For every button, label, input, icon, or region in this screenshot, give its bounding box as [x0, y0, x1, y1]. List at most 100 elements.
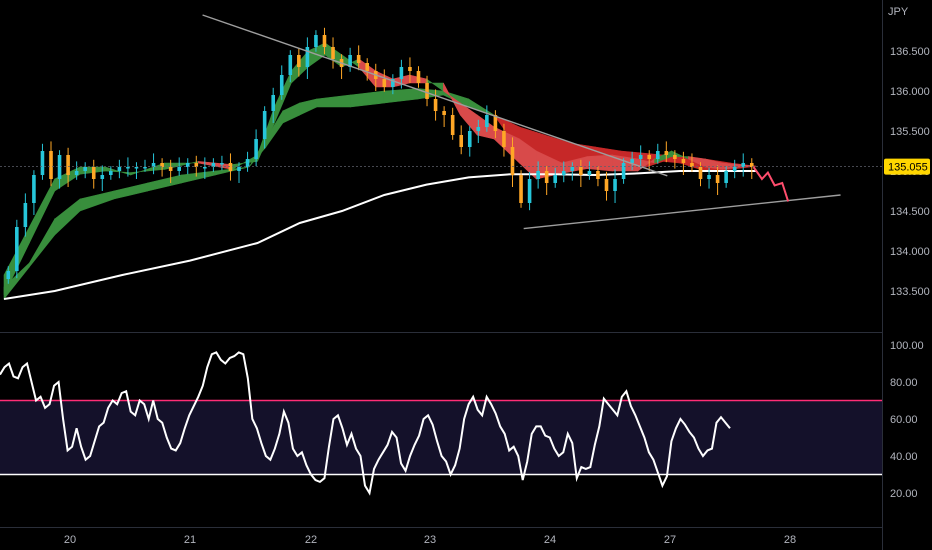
- candle-body: [40, 151, 45, 175]
- candle-body: [673, 155, 677, 159]
- candle-body: [459, 135, 464, 147]
- candle-body: [177, 167, 181, 171]
- candle-body: [305, 47, 310, 67]
- candle-body: [450, 115, 455, 135]
- rsi-band-fill: [0, 400, 882, 475]
- candle-body: [100, 175, 105, 179]
- candle-body: [570, 167, 575, 171]
- candle-body: [621, 163, 626, 179]
- candle-body: [467, 131, 472, 147]
- slow-ema-ribbon-segment: [316, 94, 351, 108]
- candle-body: [203, 167, 207, 169]
- candle-body: [433, 99, 438, 111]
- time-tick-label: 22: [305, 534, 317, 546]
- candle-body: [476, 127, 481, 131]
- rsi-line: [0, 351, 731, 496]
- price-tick-label: 136.500: [890, 46, 930, 58]
- candle-body: [698, 167, 703, 179]
- candle-body: [279, 75, 284, 95]
- price-tick-label: 134.000: [890, 246, 930, 258]
- currency-label: JPY: [888, 6, 909, 18]
- time-tick-label: 28: [784, 534, 796, 546]
- candle-body: [228, 163, 233, 171]
- candle-body: [399, 67, 404, 79]
- price-tick-label: 133.500: [890, 286, 930, 298]
- time-tick-label: 23: [424, 534, 436, 546]
- candle-body: [109, 171, 113, 175]
- candle-body: [143, 167, 147, 169]
- candle-body: [117, 167, 122, 171]
- slow-ema-ribbon-segment: [299, 98, 317, 116]
- candle-body: [220, 163, 224, 165]
- slow-ema-ribbon-segment: [79, 190, 115, 212]
- long-ema-line: [3, 170, 757, 300]
- candle-body: [297, 55, 301, 67]
- candle-body: [527, 179, 532, 203]
- candle-body: [587, 171, 592, 175]
- candle-body: [254, 139, 258, 159]
- last-price-label: 135.055: [888, 162, 928, 174]
- candle-body: [83, 167, 87, 171]
- rsi-tick-label: 60.00: [890, 414, 918, 426]
- time-tick-label: 20: [64, 534, 76, 546]
- candle-body: [91, 167, 96, 179]
- candle-body: [416, 71, 421, 83]
- candle-body: [715, 175, 720, 183]
- price-tick-label: 135.500: [890, 126, 930, 138]
- candle-body: [331, 47, 335, 59]
- rsi-tick-label: 100.00: [890, 340, 924, 352]
- candle-body: [664, 151, 669, 155]
- price-tick-label: 134.500: [890, 206, 930, 218]
- slow-ema-ribbon-segment: [54, 198, 81, 236]
- candle-body: [348, 55, 352, 67]
- candle-body: [23, 203, 28, 227]
- slow-ema-ribbon-segment: [113, 182, 148, 200]
- candle-body: [553, 175, 558, 183]
- candle-body: [74, 171, 79, 175]
- candle-body: [194, 163, 199, 167]
- candle-body: [561, 171, 566, 175]
- candle-body: [151, 163, 156, 167]
- candle-body: [630, 159, 634, 163]
- candle-body: [638, 155, 643, 159]
- rsi-tick-label: 40.00: [890, 451, 918, 463]
- candle-body: [544, 171, 549, 183]
- candle-body: [211, 163, 216, 167]
- projection-path: [752, 166, 790, 202]
- candle-body: [49, 151, 53, 179]
- time-tick-label: 21: [184, 534, 196, 546]
- slow-ema-ribbon-segment: [181, 170, 216, 184]
- candle-body: [707, 175, 711, 179]
- time-tick-label: 27: [664, 534, 676, 546]
- candle-body: [690, 163, 694, 167]
- candle-body: [160, 163, 164, 167]
- candle-body: [134, 167, 139, 169]
- last-price-marker: 135.055: [0, 158, 930, 175]
- rsi-tick-label: 20.00: [890, 488, 918, 500]
- rsi-tick-label: 80.00: [890, 377, 918, 389]
- trendline-lower: [523, 194, 841, 230]
- candle-body: [519, 175, 523, 203]
- candle-body: [596, 171, 600, 179]
- candle-body: [613, 179, 617, 191]
- candle-body: [322, 35, 327, 47]
- candle-body: [442, 111, 446, 115]
- slow-ema-ribbon-segment: [350, 90, 385, 108]
- candle-body: [237, 167, 241, 171]
- candle-body: [536, 171, 540, 179]
- candle-body: [732, 167, 737, 171]
- candle-body: [126, 167, 130, 169]
- candle-body: [724, 171, 728, 183]
- candle-body: [749, 163, 754, 167]
- candle-body: [425, 83, 429, 99]
- slow-ema-ribbon-segment: [383, 88, 419, 104]
- candle-body: [502, 131, 506, 147]
- slow-ema-ribbon-segment: [282, 102, 301, 124]
- fast-ema-ribbon-segment: [130, 162, 165, 176]
- candle-body: [271, 95, 275, 111]
- candle-body: [510, 147, 515, 175]
- candle-body: [579, 167, 583, 175]
- candle-body: [356, 55, 361, 63]
- candle-body: [185, 163, 190, 167]
